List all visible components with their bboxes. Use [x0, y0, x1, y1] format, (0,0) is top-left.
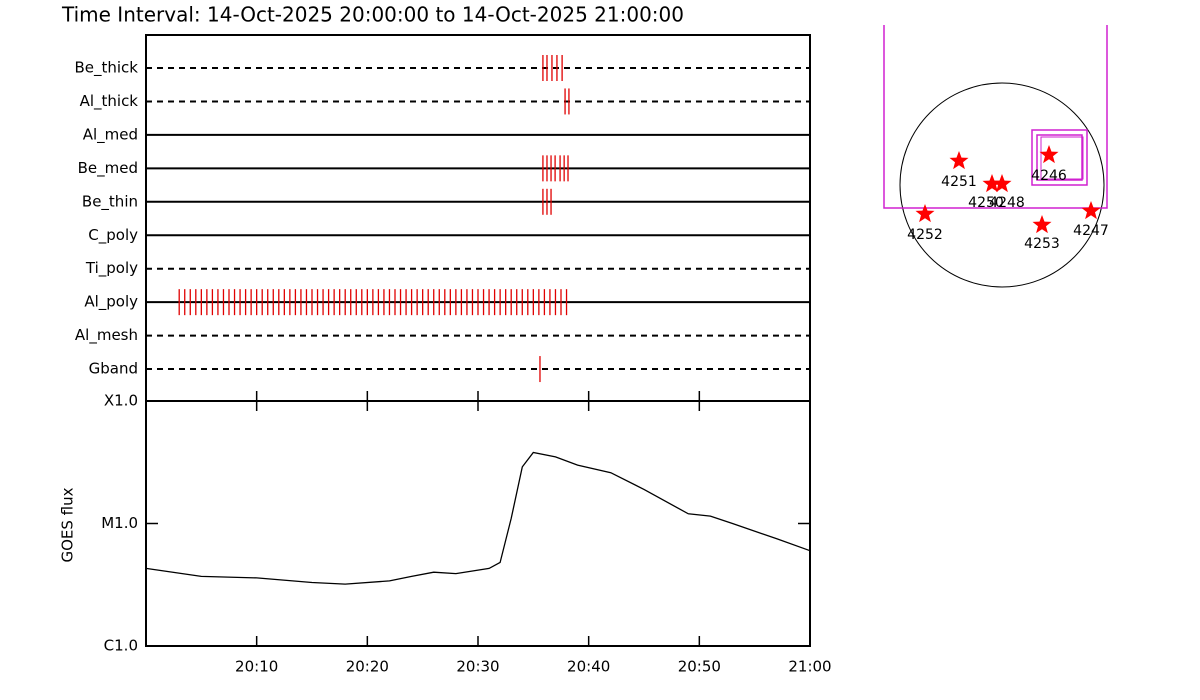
filter-label: Gband	[89, 360, 138, 378]
y-tick-label: C1.0	[104, 637, 138, 655]
active-region-label: 4247	[1073, 223, 1109, 239]
filter-label: Ti_poly	[85, 259, 138, 278]
x-tick-label: 20:10	[235, 658, 278, 676]
y-tick-label: M1.0	[101, 514, 138, 532]
fov-box	[1040, 136, 1084, 180]
filter-label: Al_med	[83, 125, 138, 144]
active-region-label: 4253	[1024, 236, 1060, 252]
filter-label: Be_thick	[74, 59, 138, 78]
y-tick-label: X1.0	[104, 392, 138, 410]
solar-disk	[899, 82, 1105, 288]
active-region-label: 4252	[907, 227, 943, 243]
x-tick-label: 21:00	[788, 658, 831, 676]
active-region-star	[915, 204, 935, 223]
active-region-label: 4246	[1031, 168, 1067, 184]
filter-label: C_poly	[88, 226, 138, 245]
active-region-label: 4248	[989, 195, 1025, 211]
active-region-star	[992, 174, 1012, 193]
active-region-star	[1032, 215, 1052, 234]
goes-frame	[145, 400, 811, 647]
fov-box	[883, 25, 1108, 209]
active-region-star	[949, 151, 969, 170]
x-tick-label: 20:40	[567, 658, 610, 676]
x-tick-label: 20:20	[346, 658, 389, 676]
goes-curve	[145, 451, 811, 585]
active-region-star	[1081, 201, 1101, 220]
active-region-label: 4251	[941, 174, 977, 190]
x-tick-label: 20:50	[678, 658, 721, 676]
chart-title: Time Interval: 14-Oct-2025 20:00:00 to 1…	[61, 3, 684, 27]
y-axis-label: GOES flux	[59, 487, 77, 562]
filter-label: Al_mesh	[75, 326, 138, 345]
x-tick-label: 20:30	[456, 658, 499, 676]
active-region-label: 4250	[968, 195, 1004, 211]
filter-label: Be_med	[78, 159, 138, 178]
fov-box	[1036, 134, 1083, 181]
filter-label: Al_thick	[80, 92, 139, 111]
filter-label: Be_thin	[82, 192, 138, 211]
active-region-star	[1039, 145, 1059, 164]
fov-box	[1031, 129, 1088, 186]
timeline-frame	[145, 34, 811, 402]
filter-label: Al_poly	[84, 293, 138, 312]
active-region-star	[982, 174, 1002, 193]
